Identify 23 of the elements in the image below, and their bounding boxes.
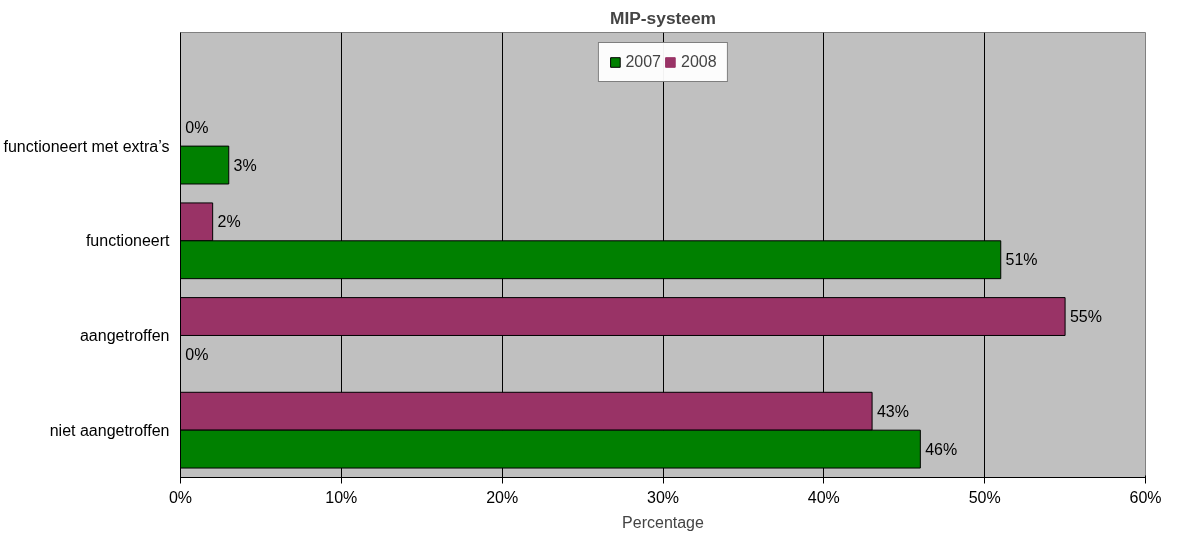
x-tick-label: 10% <box>325 488 358 506</box>
y-tick-label: niet aangetroffen <box>49 421 170 439</box>
legend-label: 2008 <box>681 53 717 71</box>
data-label: 3% <box>233 156 257 174</box>
data-label: 2% <box>217 213 241 231</box>
x-tick-label: 60% <box>1129 488 1162 506</box>
y-tick-label: functioneert <box>85 232 171 250</box>
data-label: 55% <box>1069 308 1102 326</box>
x-tick-label: 0% <box>168 488 193 506</box>
x-tick-label: 30% <box>646 488 680 506</box>
data-label: 43% <box>876 402 909 420</box>
y-tick-label: aangetroffen <box>79 326 170 344</box>
x-tick-label: 50% <box>968 488 1001 506</box>
data-label: 0% <box>185 118 209 136</box>
legend-label: 2007 <box>625 53 661 71</box>
data-label: 46% <box>925 440 958 458</box>
x-tick-label: 40% <box>807 488 840 506</box>
x-tick-label: 20% <box>486 488 519 506</box>
data-label: 51% <box>1005 251 1038 269</box>
x-axis-title: Percentage <box>622 513 705 531</box>
data-label: 0% <box>185 345 209 363</box>
chart-title: MIP-systeem <box>610 7 716 28</box>
y-tick-label: functioneert met extra’s <box>3 137 170 155</box>
